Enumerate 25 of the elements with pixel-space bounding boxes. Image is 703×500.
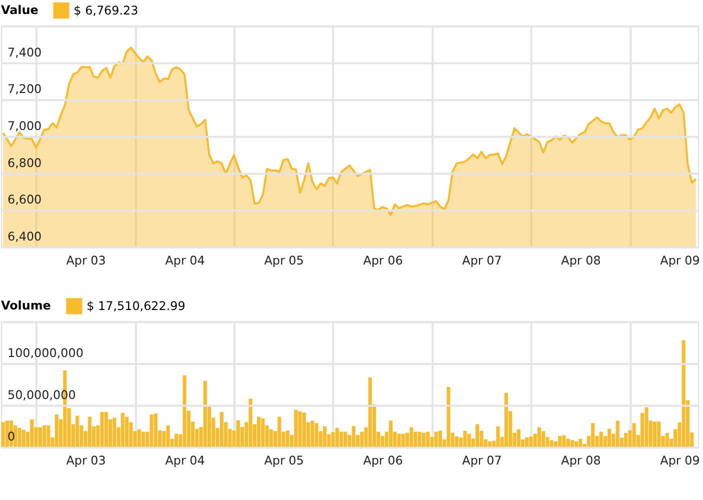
x-tick-label: Apr 07 <box>462 454 502 468</box>
y-tick-label: 6,800 <box>7 156 42 170</box>
y-tick-label: 7,000 <box>7 118 42 133</box>
x-tick-label: Apr 06 <box>363 253 403 268</box>
x-tick-label: Apr 04 <box>165 253 205 268</box>
x-tick-label: Apr 05 <box>264 454 304 468</box>
x-tick-label: Apr 07 <box>462 253 502 268</box>
x-tick-label: Apr 09 <box>660 454 700 468</box>
x-tick-label: Apr 08 <box>561 253 601 268</box>
x-tick-label: Apr 08 <box>561 454 601 468</box>
x-tick-label: Apr 03 <box>66 454 106 468</box>
legend-title: Value <box>0 2 38 17</box>
x-tick-label: Apr 04 <box>165 454 205 468</box>
y-tick-label: 7,400 <box>7 45 42 60</box>
y-tick-label: 7,200 <box>7 82 42 96</box>
y-tick-label: 6,400 <box>7 229 42 244</box>
y-tick-label: 100,000,000 <box>7 346 84 360</box>
y-tick-label: 6,600 <box>7 192 42 207</box>
legend-label: $ 17,510,622.99 <box>86 299 186 314</box>
x-tick-label: Apr 06 <box>363 454 403 468</box>
x-tick-label: Apr 05 <box>264 253 304 268</box>
legend-title: Volume <box>0 298 51 313</box>
x-tick-label: Apr 09 <box>660 253 700 268</box>
legend-label: $ 6,769.23 <box>74 3 138 18</box>
x-tick-label: Apr 03 <box>66 253 106 268</box>
